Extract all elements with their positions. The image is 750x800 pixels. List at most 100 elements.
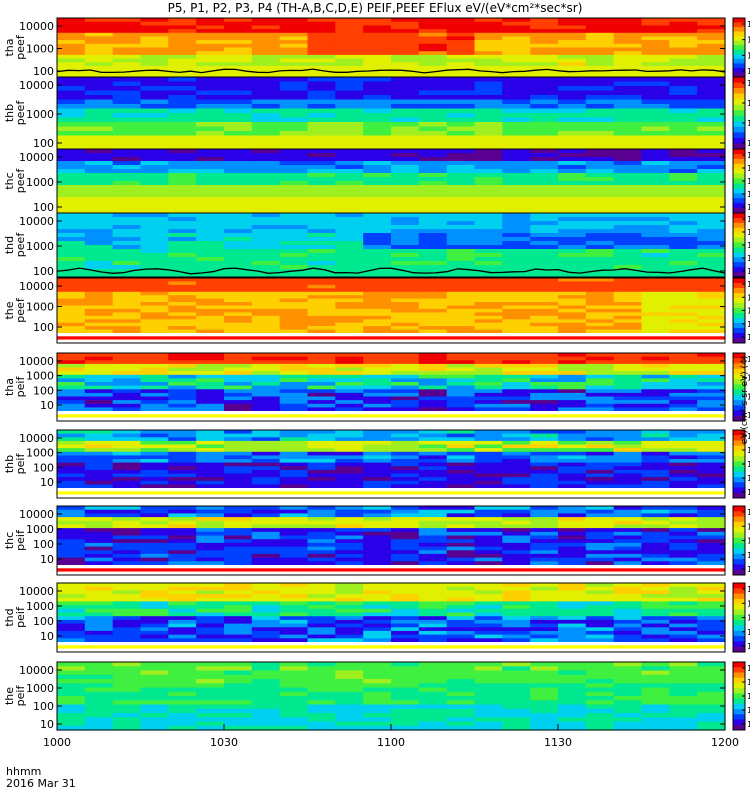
heatmap-cell xyxy=(530,253,559,258)
heatmap-cell xyxy=(335,597,364,603)
heatmap-cell xyxy=(391,18,420,23)
heatmap-cell xyxy=(251,135,281,141)
colorbar-tick-label: 10⁶ xyxy=(747,36,750,45)
heatmap-cell xyxy=(446,90,476,96)
heatmap-cell xyxy=(669,58,698,63)
heatmap-cell xyxy=(446,40,476,45)
heatmap-cell xyxy=(84,353,114,358)
flag-band xyxy=(57,411,725,415)
heatmap-cell xyxy=(446,108,476,114)
heatmap-cell xyxy=(251,583,281,588)
heatmap-cell xyxy=(641,634,670,639)
heatmap-cell xyxy=(446,721,476,727)
heatmap-cell xyxy=(641,553,670,559)
heatmap-cell xyxy=(474,126,503,132)
heatmap-cell xyxy=(168,638,197,643)
heatmap-cell xyxy=(224,509,253,514)
heatmap-cell xyxy=(307,679,336,684)
heatmap-cell xyxy=(307,704,336,710)
heatmap-cell xyxy=(558,662,587,667)
heatmap-cell xyxy=(224,700,253,706)
heatmap-cell xyxy=(474,90,503,96)
heatmap-cell xyxy=(391,312,420,317)
heatmap-cell xyxy=(418,557,448,562)
heatmap-cell xyxy=(530,54,559,60)
heatmap-cell xyxy=(279,193,309,198)
heatmap-cell xyxy=(112,99,142,105)
heatmap-cell xyxy=(585,253,615,258)
heatmap-cell xyxy=(251,451,281,456)
heatmap-cell xyxy=(697,601,726,606)
heatmap-cell xyxy=(57,229,86,234)
heatmap-cell xyxy=(279,389,309,394)
heatmap-cell xyxy=(418,237,448,242)
colorbar-tick-label: 10³ xyxy=(747,411,750,420)
heatmap-cell xyxy=(335,403,364,408)
heatmap-cell xyxy=(196,400,225,405)
heatmap-cell xyxy=(84,517,114,522)
heatmap-cell xyxy=(140,687,169,693)
heatmap-cell xyxy=(613,630,643,636)
heatmap-cell xyxy=(613,459,643,464)
heatmap-cell xyxy=(418,47,448,52)
heatmap-cell xyxy=(446,284,476,289)
heatmap-cell xyxy=(697,173,726,178)
heatmap-cell xyxy=(669,590,698,595)
heatmap-cell xyxy=(418,312,448,317)
heatmap-cell xyxy=(530,47,559,52)
heatmap-cell xyxy=(84,484,114,489)
heatmap-cell xyxy=(196,725,225,731)
heatmap-cell xyxy=(641,586,670,591)
heatmap-cell xyxy=(474,193,503,198)
heatmap-cell xyxy=(641,721,670,727)
heatmap-cell xyxy=(585,513,615,518)
heatmap-cell xyxy=(84,249,114,254)
heatmap-cell xyxy=(474,302,503,307)
heatmap-cell xyxy=(335,189,364,194)
heatmap-cell xyxy=(251,213,281,218)
heatmap-cell xyxy=(558,298,587,303)
heatmap-cell xyxy=(613,144,643,150)
y-tick-label: 10 xyxy=(40,630,54,643)
heatmap-cell xyxy=(641,700,670,706)
heatmap-cell xyxy=(613,531,643,537)
heatmap-cell xyxy=(57,32,86,38)
heatmap-cell xyxy=(363,619,392,625)
heatmap-cell xyxy=(224,140,253,146)
heatmap-cell xyxy=(196,542,225,548)
heatmap-cell xyxy=(669,51,698,56)
heatmap-cell xyxy=(251,674,281,680)
colorbar-tick-label: 10⁶ xyxy=(747,599,750,608)
heatmap-cell xyxy=(196,157,225,162)
heatmap-cell xyxy=(112,683,142,689)
heatmap-cell xyxy=(530,122,559,128)
heatmap-cell xyxy=(641,524,670,529)
colorbar: 10¹⁰10⁸10⁶10⁴10² xyxy=(732,148,750,214)
heatmap-cell xyxy=(613,165,643,170)
heatmap-cell xyxy=(641,542,670,548)
heatmap-cell xyxy=(307,367,336,372)
heatmap-cell xyxy=(418,392,448,398)
heatmap-cell xyxy=(669,326,698,331)
heatmap-cell xyxy=(530,284,559,289)
heatmap-cell xyxy=(168,531,197,537)
heatmap-cell xyxy=(474,295,503,300)
heatmap-cell xyxy=(196,169,225,174)
heatmap-cell xyxy=(251,58,281,63)
heatmap-cell xyxy=(168,86,197,92)
heatmap-cell xyxy=(335,630,364,636)
heatmap-cell xyxy=(112,367,142,372)
heatmap-cell xyxy=(279,484,309,489)
heatmap-cell xyxy=(502,47,531,52)
heatmap-cell xyxy=(84,185,114,190)
heatmap-cell xyxy=(697,305,726,310)
heatmap-cell xyxy=(196,161,225,166)
heatmap-cell xyxy=(697,627,726,632)
heatmap-cell xyxy=(474,619,503,625)
heatmap-cell xyxy=(418,433,448,438)
heatmap-cell xyxy=(307,40,336,45)
heatmap-cell xyxy=(279,430,309,435)
heatmap-cell xyxy=(530,392,559,398)
heatmap-cell xyxy=(363,542,392,548)
heatmap-cell xyxy=(391,590,420,595)
